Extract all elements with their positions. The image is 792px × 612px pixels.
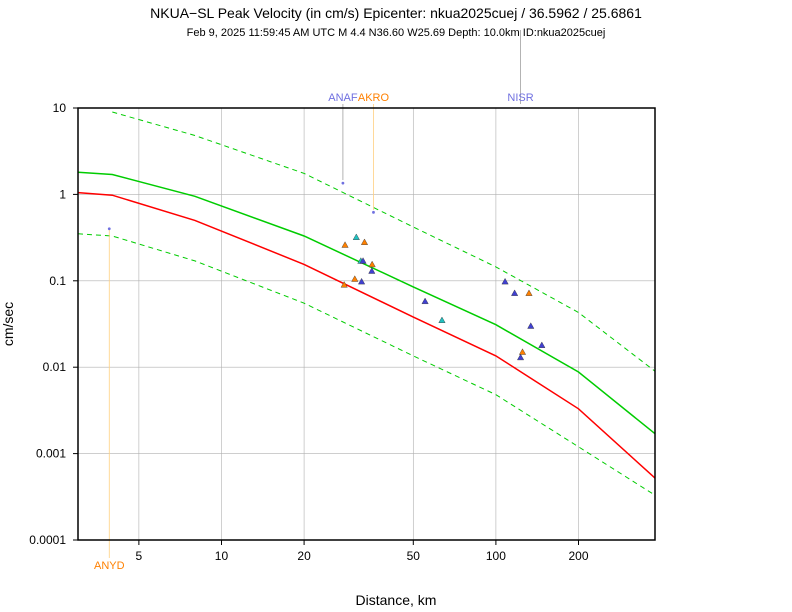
y-tick-label: 0.0001 (29, 533, 66, 547)
y-tick-label: 0.001 (36, 447, 66, 461)
y-tick-label: 0.01 (43, 360, 67, 374)
chart-title: NKUA−SL Peak Velocity (in cm/s) Epicente… (150, 5, 642, 21)
data-point (368, 260, 376, 268)
y-tick-label: 0.1 (49, 274, 66, 288)
data-point (340, 281, 348, 288)
data-point (351, 275, 359, 282)
grid (78, 107, 655, 541)
data-point (518, 348, 527, 355)
data-point (341, 241, 349, 248)
data-points (107, 181, 546, 361)
prediction-curves (77, 111, 656, 496)
data-point (341, 181, 345, 185)
data-point (107, 227, 111, 231)
data-point (368, 267, 376, 274)
x-axis-ticks: 5 10 20 50 100 200 (136, 540, 589, 563)
data-point (359, 257, 367, 264)
data-point (421, 297, 429, 304)
bound-curve (77, 233, 656, 496)
station-markers: ANAF AKRO NISR ANYD (94, 30, 534, 572)
prediction-curve (77, 191, 656, 479)
data-point (372, 210, 375, 214)
data-point (538, 341, 546, 348)
data-point (501, 277, 509, 285)
data-point (352, 233, 360, 240)
y-tick-label: 1 (59, 187, 66, 201)
x-tick-label: 200 (568, 549, 588, 563)
station-label: NISR (507, 92, 533, 104)
x-tick-label: 50 (407, 549, 421, 563)
data-point (438, 316, 446, 323)
y-axis-ticks: 0.0001 0.001 0.01 0.1 1 10 (29, 101, 78, 547)
y-axis-label: cm/sec (0, 302, 16, 346)
bound-curve (112, 111, 656, 372)
data-point (360, 238, 369, 245)
station-label: ANYD (94, 560, 125, 572)
x-tick-label: 100 (486, 549, 506, 563)
chart-subtitle: Feb 9, 2025 11:59:45 AM UTC M 4.4 N36.60… (187, 27, 606, 39)
data-point (517, 353, 525, 361)
x-tick-label: 20 (297, 549, 311, 563)
data-point (511, 289, 519, 296)
plot-frame (77, 107, 656, 541)
data-point (527, 322, 535, 329)
data-point (525, 289, 533, 296)
station-label: AKRO (358, 92, 390, 104)
x-tick-label: 10 (215, 549, 229, 563)
station-label: ANAF (328, 92, 358, 104)
x-axis-label: Distance, km (356, 592, 437, 608)
data-point (358, 277, 366, 285)
x-tick-label: 5 (136, 549, 143, 563)
y-tick-label: 10 (53, 101, 67, 115)
